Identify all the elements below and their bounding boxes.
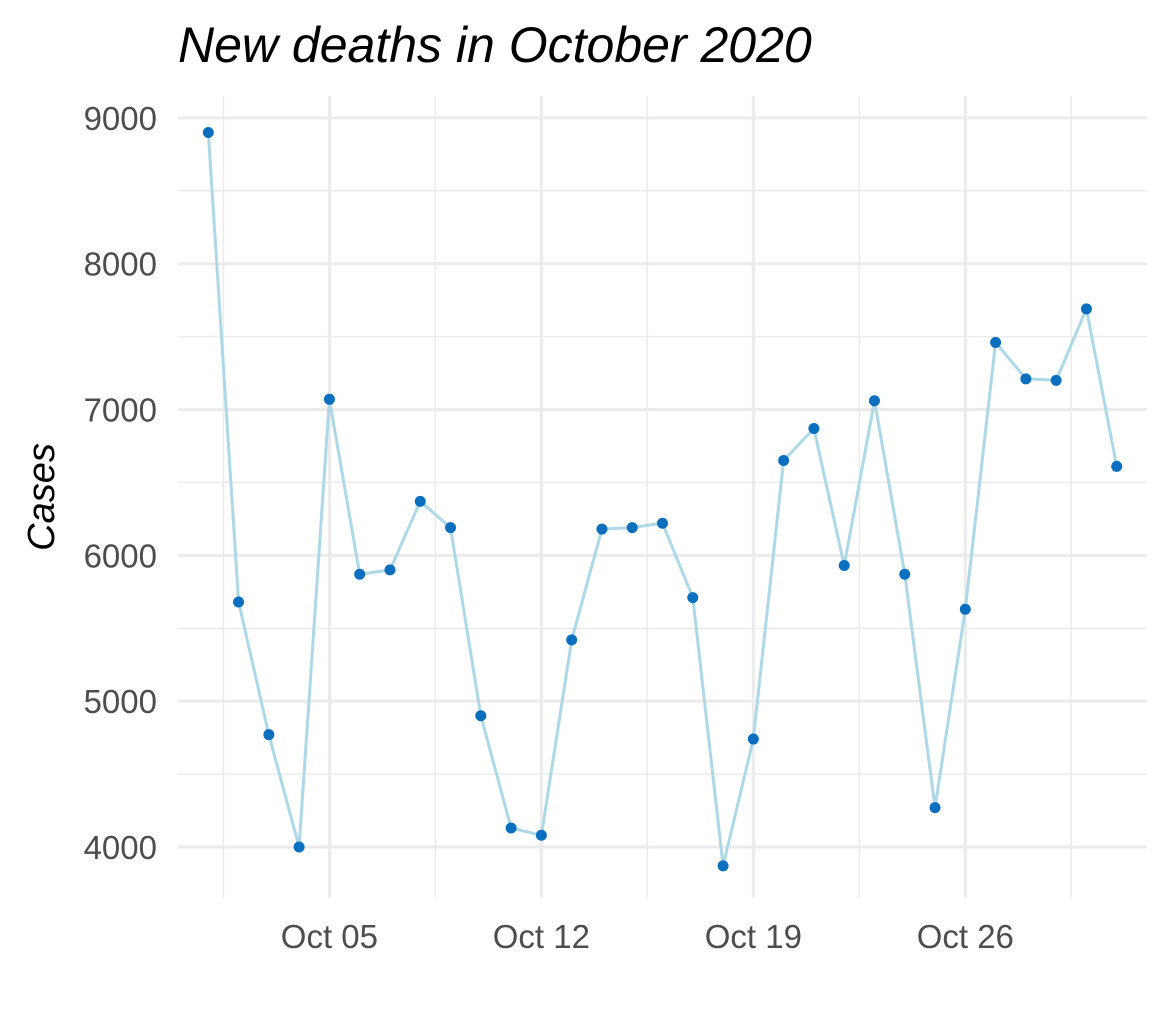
data-point bbox=[535, 829, 547, 841]
major-gridlines bbox=[178, 96, 1147, 898]
data-point bbox=[868, 395, 880, 407]
y-tick-label: 9000 bbox=[84, 100, 157, 137]
chart-title: New deaths in October 2020 bbox=[178, 17, 812, 73]
data-points bbox=[202, 126, 1123, 872]
series-line bbox=[206, 132, 1119, 868]
data-point bbox=[202, 126, 214, 138]
data-point bbox=[475, 710, 487, 722]
y-tick-label: 7000 bbox=[84, 392, 157, 429]
minor-gridlines bbox=[178, 96, 1147, 898]
x-tick-label: Oct 12 bbox=[493, 918, 590, 955]
y-tick-label: 4000 bbox=[84, 829, 157, 866]
data-point bbox=[687, 592, 699, 604]
y-axis-title: Cases bbox=[21, 443, 63, 551]
y-tick-label: 6000 bbox=[84, 537, 157, 574]
data-point bbox=[566, 634, 578, 646]
data-point bbox=[263, 729, 275, 741]
data-point bbox=[717, 860, 729, 872]
y-tick-label: 5000 bbox=[84, 683, 157, 720]
data-point bbox=[445, 522, 457, 534]
data-point bbox=[990, 336, 1002, 348]
data-point bbox=[414, 495, 426, 507]
data-point bbox=[1111, 460, 1123, 472]
data-point bbox=[778, 455, 790, 467]
data-point bbox=[505, 822, 517, 834]
x-tick-label: Oct 26 bbox=[917, 918, 1014, 955]
data-point bbox=[899, 568, 911, 580]
data-point bbox=[1080, 303, 1092, 315]
data-point bbox=[657, 517, 668, 529]
data-point bbox=[808, 422, 820, 434]
y-axis-ticks: 4000 5000 6000 7000 8000 9000 bbox=[84, 100, 157, 866]
data-point bbox=[323, 393, 335, 405]
data-point bbox=[384, 564, 396, 576]
data-point bbox=[1050, 374, 1062, 386]
x-tick-label: Oct 19 bbox=[705, 918, 802, 955]
data-point bbox=[747, 733, 759, 745]
x-tick-label: Oct 05 bbox=[281, 918, 378, 955]
data-point bbox=[929, 802, 941, 814]
x-axis-ticks: Oct 05 Oct 12 Oct 19 Oct 26 bbox=[281, 918, 1014, 955]
series-line-group bbox=[206, 132, 1119, 868]
data-point bbox=[959, 603, 971, 615]
y-tick-label: 8000 bbox=[84, 246, 157, 283]
data-point bbox=[596, 523, 608, 535]
data-point bbox=[1020, 373, 1032, 385]
data-point bbox=[626, 522, 638, 534]
data-point bbox=[354, 568, 366, 580]
data-point bbox=[293, 841, 305, 853]
data-point bbox=[838, 560, 850, 572]
data-point bbox=[233, 596, 245, 608]
